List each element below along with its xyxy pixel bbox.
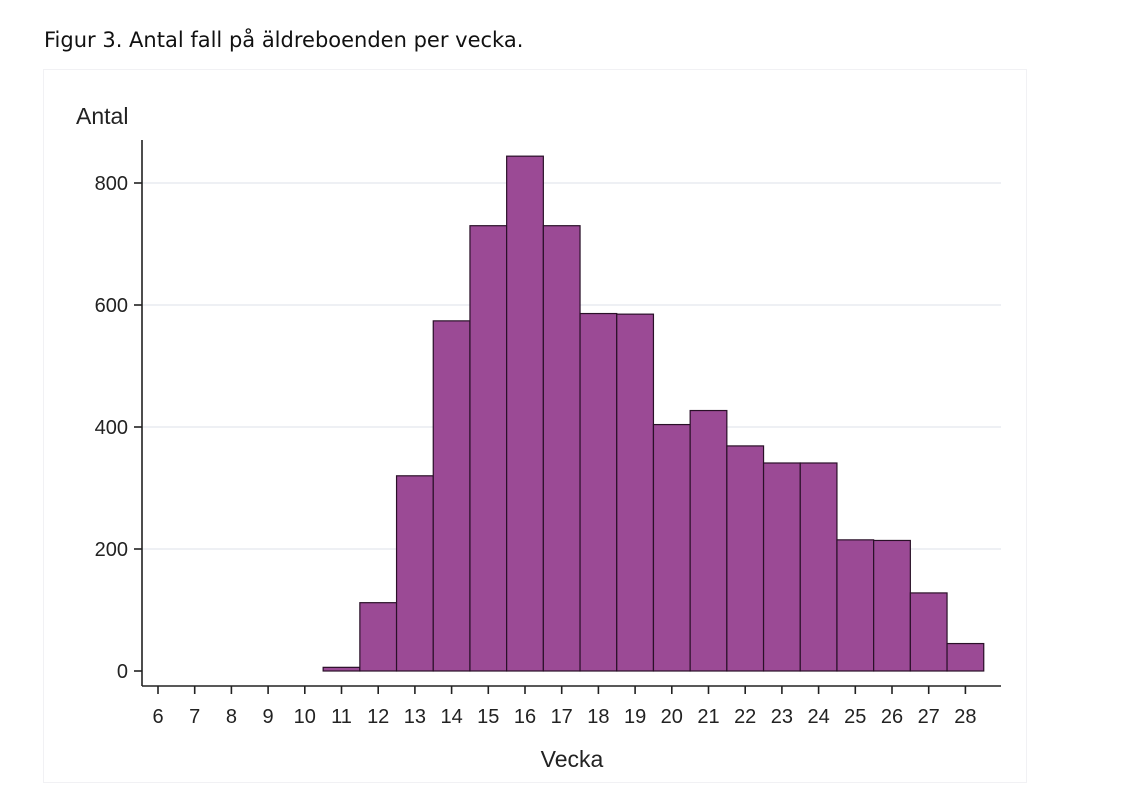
- x-tick-label: 17: [551, 706, 573, 728]
- x-tick-label: 12: [367, 706, 389, 728]
- bar: [469, 225, 508, 672]
- bar: [909, 592, 948, 672]
- y-tick-label: 600: [95, 295, 128, 317]
- x-tick-label: 24: [807, 706, 829, 728]
- x-tick-label: 20: [661, 706, 683, 728]
- x-tick-label: 8: [226, 706, 237, 728]
- bar: [762, 462, 801, 672]
- bar: [542, 225, 581, 672]
- x-tick-label: 28: [954, 706, 976, 728]
- x-tick-label: 13: [404, 706, 426, 728]
- bar-chart: 0 200 400 600 800 6 7 8 9 10 11 12 13 14 15 16 17 18 19 20 2…: [76, 103, 1001, 772]
- y-tick-label: 800: [95, 173, 128, 195]
- x-tick-label: 11: [331, 706, 352, 728]
- x-tick-label: 19: [624, 706, 646, 728]
- x-tick-label: 25: [844, 706, 866, 728]
- x-tick-label: 21: [697, 706, 719, 728]
- chart-panel: 0 200 400 600 800 6 7 8 9 10 11 12 13 14 15 16 17 18 19 20 2…: [44, 70, 1026, 782]
- x-tick-label: 7: [189, 706, 200, 728]
- bar: [506, 155, 544, 672]
- y-tick-label: 400: [95, 417, 128, 439]
- axes: 0 200 400 600 800 6 7 8 9 10 11 12 13 14 15 16 17 18 19 20 2…: [95, 140, 1001, 728]
- bar: [652, 423, 691, 672]
- bars: [322, 155, 985, 672]
- y-tick-label: 200: [95, 539, 128, 561]
- x-tick-label: 9: [263, 706, 274, 728]
- y-tick-label: 0: [117, 661, 128, 683]
- x-tick-label: 26: [881, 706, 903, 728]
- figure-caption: Figur 3. Antal fall på äldreboenden per …: [44, 28, 524, 52]
- x-tick-label: 14: [440, 706, 462, 728]
- x-tick-label: 16: [514, 706, 536, 728]
- bar: [799, 462, 838, 672]
- bar: [946, 642, 985, 672]
- bar: [726, 445, 765, 672]
- bar: [873, 539, 911, 672]
- bar: [579, 312, 618, 672]
- x-tick-label: 10: [294, 706, 316, 728]
- x-tick-label: 22: [734, 706, 756, 728]
- bar: [689, 409, 728, 672]
- bar: [322, 666, 361, 672]
- x-tick-label: 15: [477, 706, 499, 728]
- bar: [836, 539, 875, 672]
- bar: [432, 320, 471, 672]
- x-tick-label: 23: [771, 706, 793, 728]
- x-tick-label: 6: [152, 706, 163, 728]
- y-axis-label: Antal: [76, 103, 128, 129]
- bar: [395, 475, 434, 672]
- x-tick-label: 27: [918, 706, 940, 728]
- bar: [359, 602, 398, 672]
- x-axis-label: Vecka: [541, 746, 604, 772]
- x-tick-label: 18: [587, 706, 609, 728]
- bar: [616, 313, 655, 672]
